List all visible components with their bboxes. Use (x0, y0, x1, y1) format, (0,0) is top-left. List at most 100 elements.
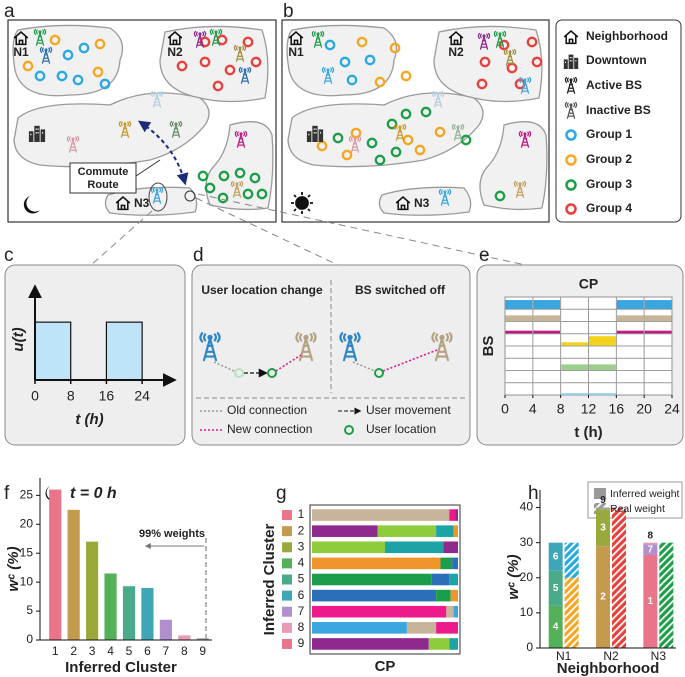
x-tick-label: 20 (636, 401, 652, 417)
legend-label: New connection (227, 422, 312, 436)
user (346, 74, 358, 86)
panel-c-frame (4, 264, 186, 446)
user (249, 172, 261, 184)
bar-segment (377, 525, 437, 537)
y-tick-label: 4 (298, 556, 305, 570)
cell-value (589, 336, 616, 346)
bar-segment (312, 622, 407, 634)
bar (104, 573, 117, 640)
legend-marker (565, 203, 577, 215)
new-connection (275, 354, 302, 372)
user (324, 39, 336, 51)
y-axis-label: Inferred Cluster (261, 523, 278, 635)
cell-value (533, 315, 561, 322)
user (92, 66, 104, 78)
user (78, 42, 90, 54)
x-tick-label: 8 (67, 388, 75, 404)
bar (86, 541, 99, 640)
user (49, 34, 61, 46)
legend-marker (565, 129, 577, 141)
user (72, 74, 84, 86)
legend-label: Group 4 (586, 201, 632, 215)
bar-segment (449, 509, 456, 521)
y-axis-label: BS (480, 336, 497, 357)
segment-label: 6 (553, 551, 559, 562)
x-axis-label: Inferred Cluster (65, 659, 177, 676)
panel-label: g (276, 483, 287, 504)
user (212, 80, 224, 92)
bar-segment (446, 605, 454, 618)
legend-label: Inferred weight (610, 488, 680, 500)
bar-segment (643, 554, 658, 648)
user (389, 42, 401, 54)
hatch (564, 542, 579, 578)
bar-segment (385, 541, 444, 554)
bar-segment (312, 509, 450, 521)
x-tick-label: 2 (70, 644, 77, 658)
cell-value (505, 300, 533, 310)
neighborhood-label: N3 (134, 196, 150, 210)
annotation: 99% weights (139, 528, 205, 540)
category-swatch (282, 558, 292, 569)
y-tick-label: 25 (20, 488, 34, 502)
user (420, 106, 432, 118)
user (256, 188, 268, 200)
cell (643, 382, 673, 396)
cell-value (644, 300, 672, 310)
zoom-lines (89, 193, 531, 267)
user (531, 56, 543, 68)
bar-segment (450, 589, 458, 602)
bar-segment (548, 542, 563, 571)
x-tick-label: 8 (181, 644, 188, 658)
old-location (234, 368, 244, 378)
bar-segment (312, 605, 447, 618)
user (176, 60, 188, 72)
x-tick-label: N3 (651, 649, 667, 663)
x-tick-label: 4 (529, 401, 537, 417)
bar (178, 635, 191, 640)
category-swatch (282, 526, 292, 537)
moon (23, 196, 40, 214)
category-swatch (282, 638, 292, 649)
y-tick-label: 8 (298, 620, 305, 634)
bar (196, 638, 209, 640)
neighborhood-label: N2 (448, 45, 464, 59)
cell-value (589, 393, 616, 395)
segment-label: 9 (600, 495, 606, 506)
x-axis-label: CP (375, 658, 396, 675)
user (366, 137, 378, 149)
user (350, 127, 362, 139)
panel-label: f (4, 483, 10, 504)
bar-segment (312, 573, 432, 586)
y-tick-label: 0 (526, 640, 533, 654)
y-tick-label: 10 (20, 574, 34, 588)
legend-swatch (344, 425, 354, 435)
x-tick-label: 7 (163, 644, 170, 658)
y-tick-label: 5 (26, 603, 33, 617)
y-tick-label: 2 (298, 523, 305, 537)
x-tick-label: 0 (31, 388, 39, 404)
x-tick-label: 5 (126, 644, 133, 658)
user (476, 78, 488, 90)
neighborhood-label: N1 (13, 45, 29, 59)
bar-segment (406, 622, 437, 634)
legend-label: Group 2 (586, 152, 632, 166)
neighborhood-label: N2 (167, 45, 183, 59)
user (217, 192, 229, 204)
bar-segment (643, 544, 658, 555)
callout (135, 159, 161, 177)
user (242, 36, 254, 48)
bar-segment (453, 605, 458, 618)
y-tick-label: 20 (20, 516, 34, 530)
neighborhood-label: N3 (414, 196, 430, 210)
user (356, 36, 368, 48)
panel-label: b (283, 1, 294, 22)
x-tick-label: 24 (134, 388, 150, 404)
bar-segment (596, 507, 610, 510)
legend-label: Active BS (586, 78, 642, 92)
diagram-title: User location change (201, 283, 323, 297)
legend-label: Group 3 (586, 177, 632, 191)
n3-highlight (148, 182, 168, 212)
user (374, 154, 386, 166)
x-tick-label: 8 (557, 401, 565, 417)
